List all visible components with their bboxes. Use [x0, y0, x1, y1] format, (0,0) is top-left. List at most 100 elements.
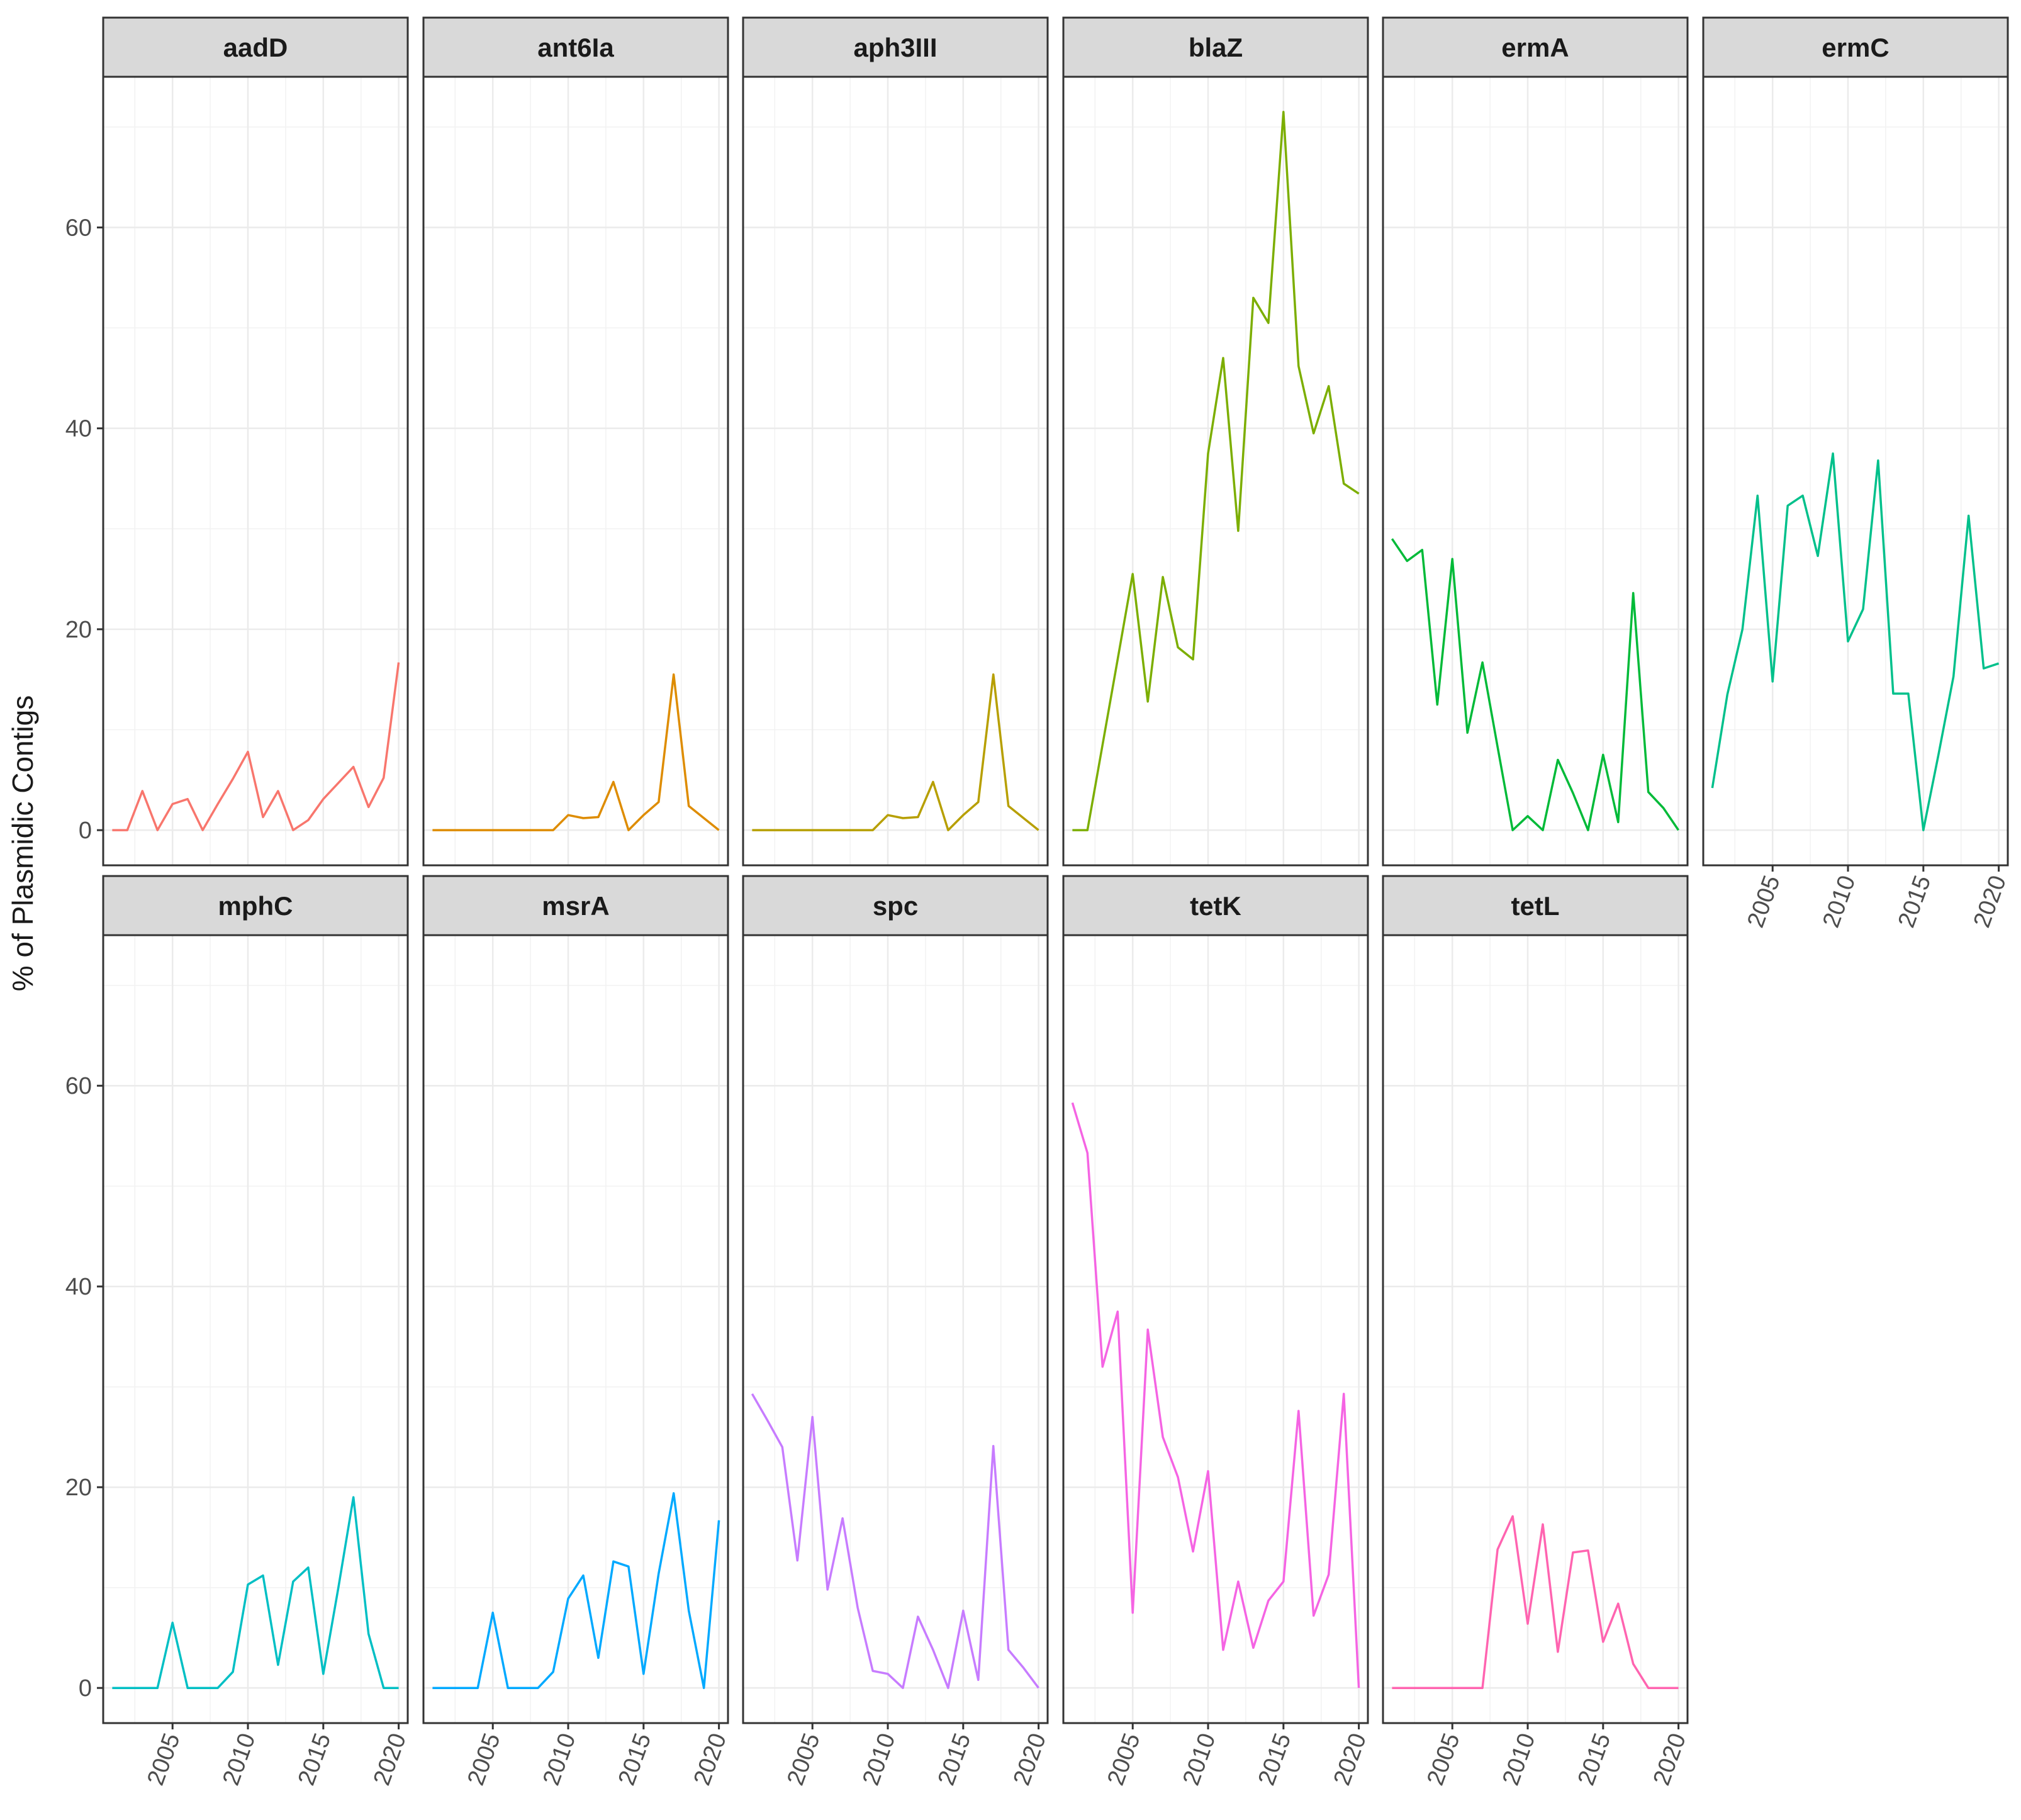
series-line-ermA	[1391, 538, 1680, 831]
facet-panel-ant6Ia: ant6Ia	[422, 16, 729, 867]
facet-strip-label: mphC	[218, 891, 293, 921]
facet-strip	[1382, 875, 1689, 936]
panel-background	[743, 935, 1048, 1723]
panel-border	[1702, 76, 2009, 867]
y-tick-label: 60	[65, 1073, 92, 1099]
x-tick-label: 2015	[613, 1730, 656, 1789]
facet-panel-tetL: tetL	[1382, 875, 1689, 1724]
panel-border	[742, 76, 1049, 867]
x-tick-label: 2020	[689, 1730, 732, 1789]
panel-background	[1063, 935, 1368, 1723]
x-tick-label: 2005	[462, 1730, 505, 1789]
facet-strip-label: aadD	[223, 33, 288, 62]
x-axis-spc: 2005 2010 2015 2020	[782, 1723, 1051, 1789]
panel-border	[422, 934, 729, 1724]
panel-background	[1063, 77, 1368, 865]
series-line-tetL	[1392, 1515, 1679, 1689]
gridlines	[743, 77, 1048, 865]
series-line-blaZ	[1072, 111, 1360, 831]
x-tick-label: 2005	[782, 1730, 825, 1789]
facet-strip	[742, 16, 1049, 78]
panel-border	[1062, 76, 1369, 867]
panel-border	[1382, 76, 1689, 867]
panel-background	[1703, 77, 2008, 865]
facet-strip	[102, 16, 409, 78]
facet-strip-label: ermA	[1501, 33, 1569, 62]
series-line-ant6Ia	[432, 673, 720, 831]
x-tick-label: 2020	[1329, 1730, 1372, 1789]
series-line-mphC	[112, 1496, 399, 1689]
series-line-ermC	[1711, 452, 2000, 831]
gridlines	[743, 935, 1048, 1723]
series-line-aph3III	[752, 673, 1039, 831]
panel-background	[1383, 935, 1688, 1723]
facet-panel-ermA: ermA	[1382, 16, 1689, 867]
facet-panel-blaZ: blaZ	[1062, 16, 1369, 867]
x-tick-label: 2005	[142, 1730, 185, 1789]
y-tick-label: 0	[79, 1675, 92, 1702]
series-line-tetK	[1071, 1102, 1360, 1688]
x-tick-label: 2020	[1969, 872, 2012, 931]
x-tick-label: 2005	[1742, 872, 1785, 931]
x-axis-mphC: 2005 2010 2015 2020	[142, 1723, 411, 1789]
x-axis-ermC: 2005 2010 2015 2020	[1742, 865, 2012, 931]
facet-strip	[422, 16, 729, 78]
panel-background	[1383, 77, 1688, 865]
x-tick-label: 2015	[1893, 872, 1936, 931]
y-tick-label: 20	[65, 1475, 92, 1501]
x-tick-label: 2015	[933, 1730, 976, 1789]
y-axis-label: % of Plasmidic Contigs	[6, 695, 39, 991]
gridlines	[103, 77, 408, 865]
panel-background	[423, 935, 728, 1723]
y-axes: 0 20 40 60 0 20 40 60	[65, 215, 103, 1702]
facet-strip	[742, 875, 1049, 936]
facet-strip-label: spc	[873, 891, 918, 921]
panel-background	[103, 935, 408, 1723]
y-tick-label: 0	[79, 817, 92, 844]
x-tick-label: 2005	[1102, 1730, 1145, 1789]
x-tick-label: 2015	[1573, 1730, 1616, 1789]
facet-strip-label: tetL	[1511, 891, 1560, 921]
x-tick-label: 2020	[1009, 1730, 1051, 1789]
facet-strip	[1382, 16, 1689, 78]
panel-background	[743, 77, 1048, 865]
facet-strip-label: aph3III	[853, 33, 937, 62]
facet-panel-tetK: tetK	[1062, 875, 1369, 1724]
facet-panel-msrA: msrA	[422, 875, 729, 1724]
panel-border	[742, 934, 1049, 1724]
panel-border	[1062, 934, 1369, 1724]
x-axis-tetL: 2005 2010 2015 2020	[1422, 1723, 1691, 1789]
series-line-spc	[751, 1393, 1040, 1689]
y-tick-label: 40	[65, 1274, 92, 1300]
panel-background	[423, 77, 728, 865]
gridlines	[1383, 77, 1688, 865]
facet-strip-label: tetK	[1190, 891, 1241, 921]
panel-border	[102, 76, 409, 867]
panel-border	[422, 76, 729, 867]
x-tick-label: 2015	[1253, 1730, 1296, 1789]
gridlines	[1703, 77, 2008, 865]
facet-strip-label: msrA	[542, 891, 609, 921]
y-tick-label: 40	[65, 416, 92, 442]
facet-panel-spc: spc	[742, 875, 1049, 1724]
x-tick-label: 2010	[1498, 1730, 1540, 1789]
x-tick-label: 2010	[218, 1730, 260, 1789]
panel-background	[103, 77, 408, 865]
x-tick-label: 2020	[369, 1730, 411, 1789]
y-tick-label: 60	[65, 215, 92, 241]
facet-strip	[1062, 16, 1369, 78]
series-line-aadD	[112, 662, 400, 831]
facet-panels: aadD ant6Ia aph3III blaZ ermA ermC mphC msrA spc…	[102, 16, 2009, 1724]
facet-panel-mphC: mphC	[102, 875, 409, 1724]
facet-strip-label: ant6Ia	[537, 33, 614, 62]
x-tick-label: 2015	[293, 1730, 336, 1789]
facet-strip	[422, 875, 729, 936]
series-line-msrA	[432, 1492, 720, 1689]
facet-strip-label: ermC	[1822, 33, 1889, 62]
x-tick-label: 2010	[1818, 872, 1861, 931]
facet-panel-aph3III: aph3III	[742, 16, 1049, 867]
y-tick-label: 20	[65, 617, 92, 643]
x-tick-label: 2010	[858, 1730, 900, 1789]
y-axis-row-1: 0 20 40 60	[65, 215, 103, 844]
